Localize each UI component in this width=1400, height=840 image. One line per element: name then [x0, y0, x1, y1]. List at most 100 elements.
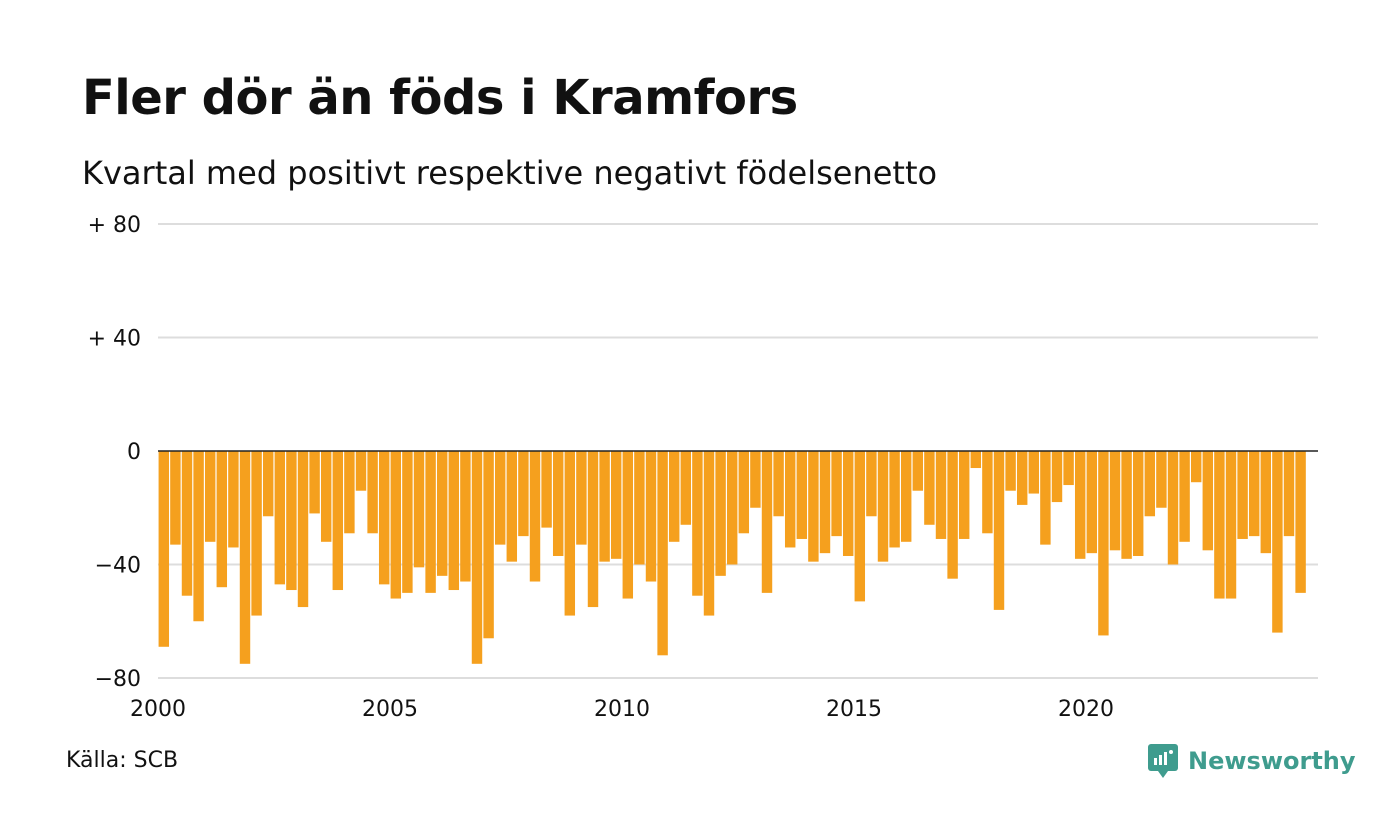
- bar: [854, 451, 866, 602]
- bar: [819, 451, 831, 554]
- bar: [738, 451, 750, 534]
- bar: [216, 451, 228, 588]
- bar: [982, 451, 993, 534]
- bar: [552, 451, 564, 556]
- bar: [1214, 451, 1225, 599]
- bar: [715, 451, 726, 576]
- bar: [866, 451, 877, 517]
- bar: [506, 451, 518, 562]
- bar: [494, 451, 506, 545]
- brand-logo[interactable]: Newsworthy: [1148, 744, 1356, 778]
- bar: [320, 451, 332, 542]
- bar: [251, 451, 262, 616]
- bar: [204, 451, 216, 542]
- bar: [344, 451, 355, 534]
- bar: [1051, 451, 1063, 503]
- bars: [158, 451, 1306, 664]
- bar: [367, 451, 378, 534]
- bar: [471, 451, 483, 664]
- bar: [1237, 451, 1248, 539]
- bar: [993, 451, 1005, 610]
- bar: [1156, 451, 1167, 508]
- bar: [958, 451, 970, 539]
- bar: [436, 451, 448, 576]
- bar: [1005, 451, 1016, 491]
- bar: [1074, 451, 1086, 559]
- bar: [1190, 451, 1202, 483]
- bar: [657, 451, 668, 656]
- bar: [228, 451, 239, 548]
- bar: [390, 451, 402, 599]
- bar: [668, 451, 680, 542]
- bar: [877, 451, 889, 562]
- bar: [1086, 451, 1098, 554]
- bar: [1016, 451, 1028, 505]
- bar: [1283, 451, 1295, 537]
- bar: [1260, 451, 1272, 554]
- bar: [924, 451, 935, 525]
- bar: [286, 451, 297, 591]
- bar: [181, 451, 193, 596]
- y-tick-label: 0: [127, 440, 141, 465]
- bar: [1132, 451, 1144, 556]
- bar: [1109, 451, 1121, 551]
- bar: [935, 451, 947, 539]
- bar: [425, 451, 436, 593]
- bar: [622, 451, 634, 599]
- bar: [239, 451, 251, 664]
- bar: [1167, 451, 1179, 565]
- y-tick-label: + 80: [88, 213, 141, 238]
- bar: [610, 451, 622, 559]
- bar: [680, 451, 692, 525]
- bar: [413, 451, 425, 568]
- brand-name: Newsworthy: [1188, 747, 1356, 775]
- bar: [796, 451, 808, 539]
- bar: [1028, 451, 1040, 494]
- bar: [900, 451, 912, 542]
- bar: [262, 451, 274, 517]
- bar: [703, 451, 715, 616]
- bar: [402, 451, 413, 593]
- bar: [541, 451, 552, 528]
- bar: [1225, 451, 1237, 599]
- y-tick-label: −80: [95, 667, 141, 692]
- x-tick-label: 2015: [826, 697, 882, 722]
- bar: [576, 451, 587, 545]
- bar: [761, 451, 773, 593]
- bar: [158, 451, 170, 647]
- bar: [912, 451, 924, 491]
- bar: [1098, 451, 1109, 636]
- bar: [332, 451, 344, 591]
- bar: [970, 451, 982, 469]
- bar: [518, 451, 529, 537]
- source-note: Källa: SCB: [66, 748, 179, 773]
- x-tick-label: 2000: [130, 697, 186, 722]
- x-tick-label: 2020: [1058, 697, 1114, 722]
- bar: [274, 451, 286, 585]
- bar: [1248, 451, 1260, 537]
- bar: [1144, 451, 1156, 517]
- bar: [634, 451, 645, 565]
- bar: [831, 451, 842, 537]
- bar: [193, 451, 204, 622]
- bar: [726, 451, 738, 565]
- bar: [309, 451, 320, 514]
- bar: [1179, 451, 1190, 542]
- bar: [750, 451, 761, 508]
- bar: [587, 451, 599, 608]
- bar: [1202, 451, 1214, 551]
- bar: [842, 451, 854, 556]
- chart-title: Fler dör än föds i Kramfors: [82, 70, 798, 126]
- chart-subtitle: Kvartal med positivt respektive negativt…: [82, 154, 938, 192]
- bar: [378, 451, 390, 585]
- bar: [889, 451, 900, 548]
- bar: [784, 451, 796, 548]
- bar: [529, 451, 541, 582]
- newsworthy-logo-icon: [1148, 744, 1178, 778]
- bar: [1272, 451, 1283, 633]
- bar: [297, 451, 309, 608]
- bar: [947, 451, 958, 579]
- axes: + 80 + 40 0 −40 −80 2000 2005 2010 2015 2020: [88, 213, 1318, 722]
- bar: [1040, 451, 1051, 545]
